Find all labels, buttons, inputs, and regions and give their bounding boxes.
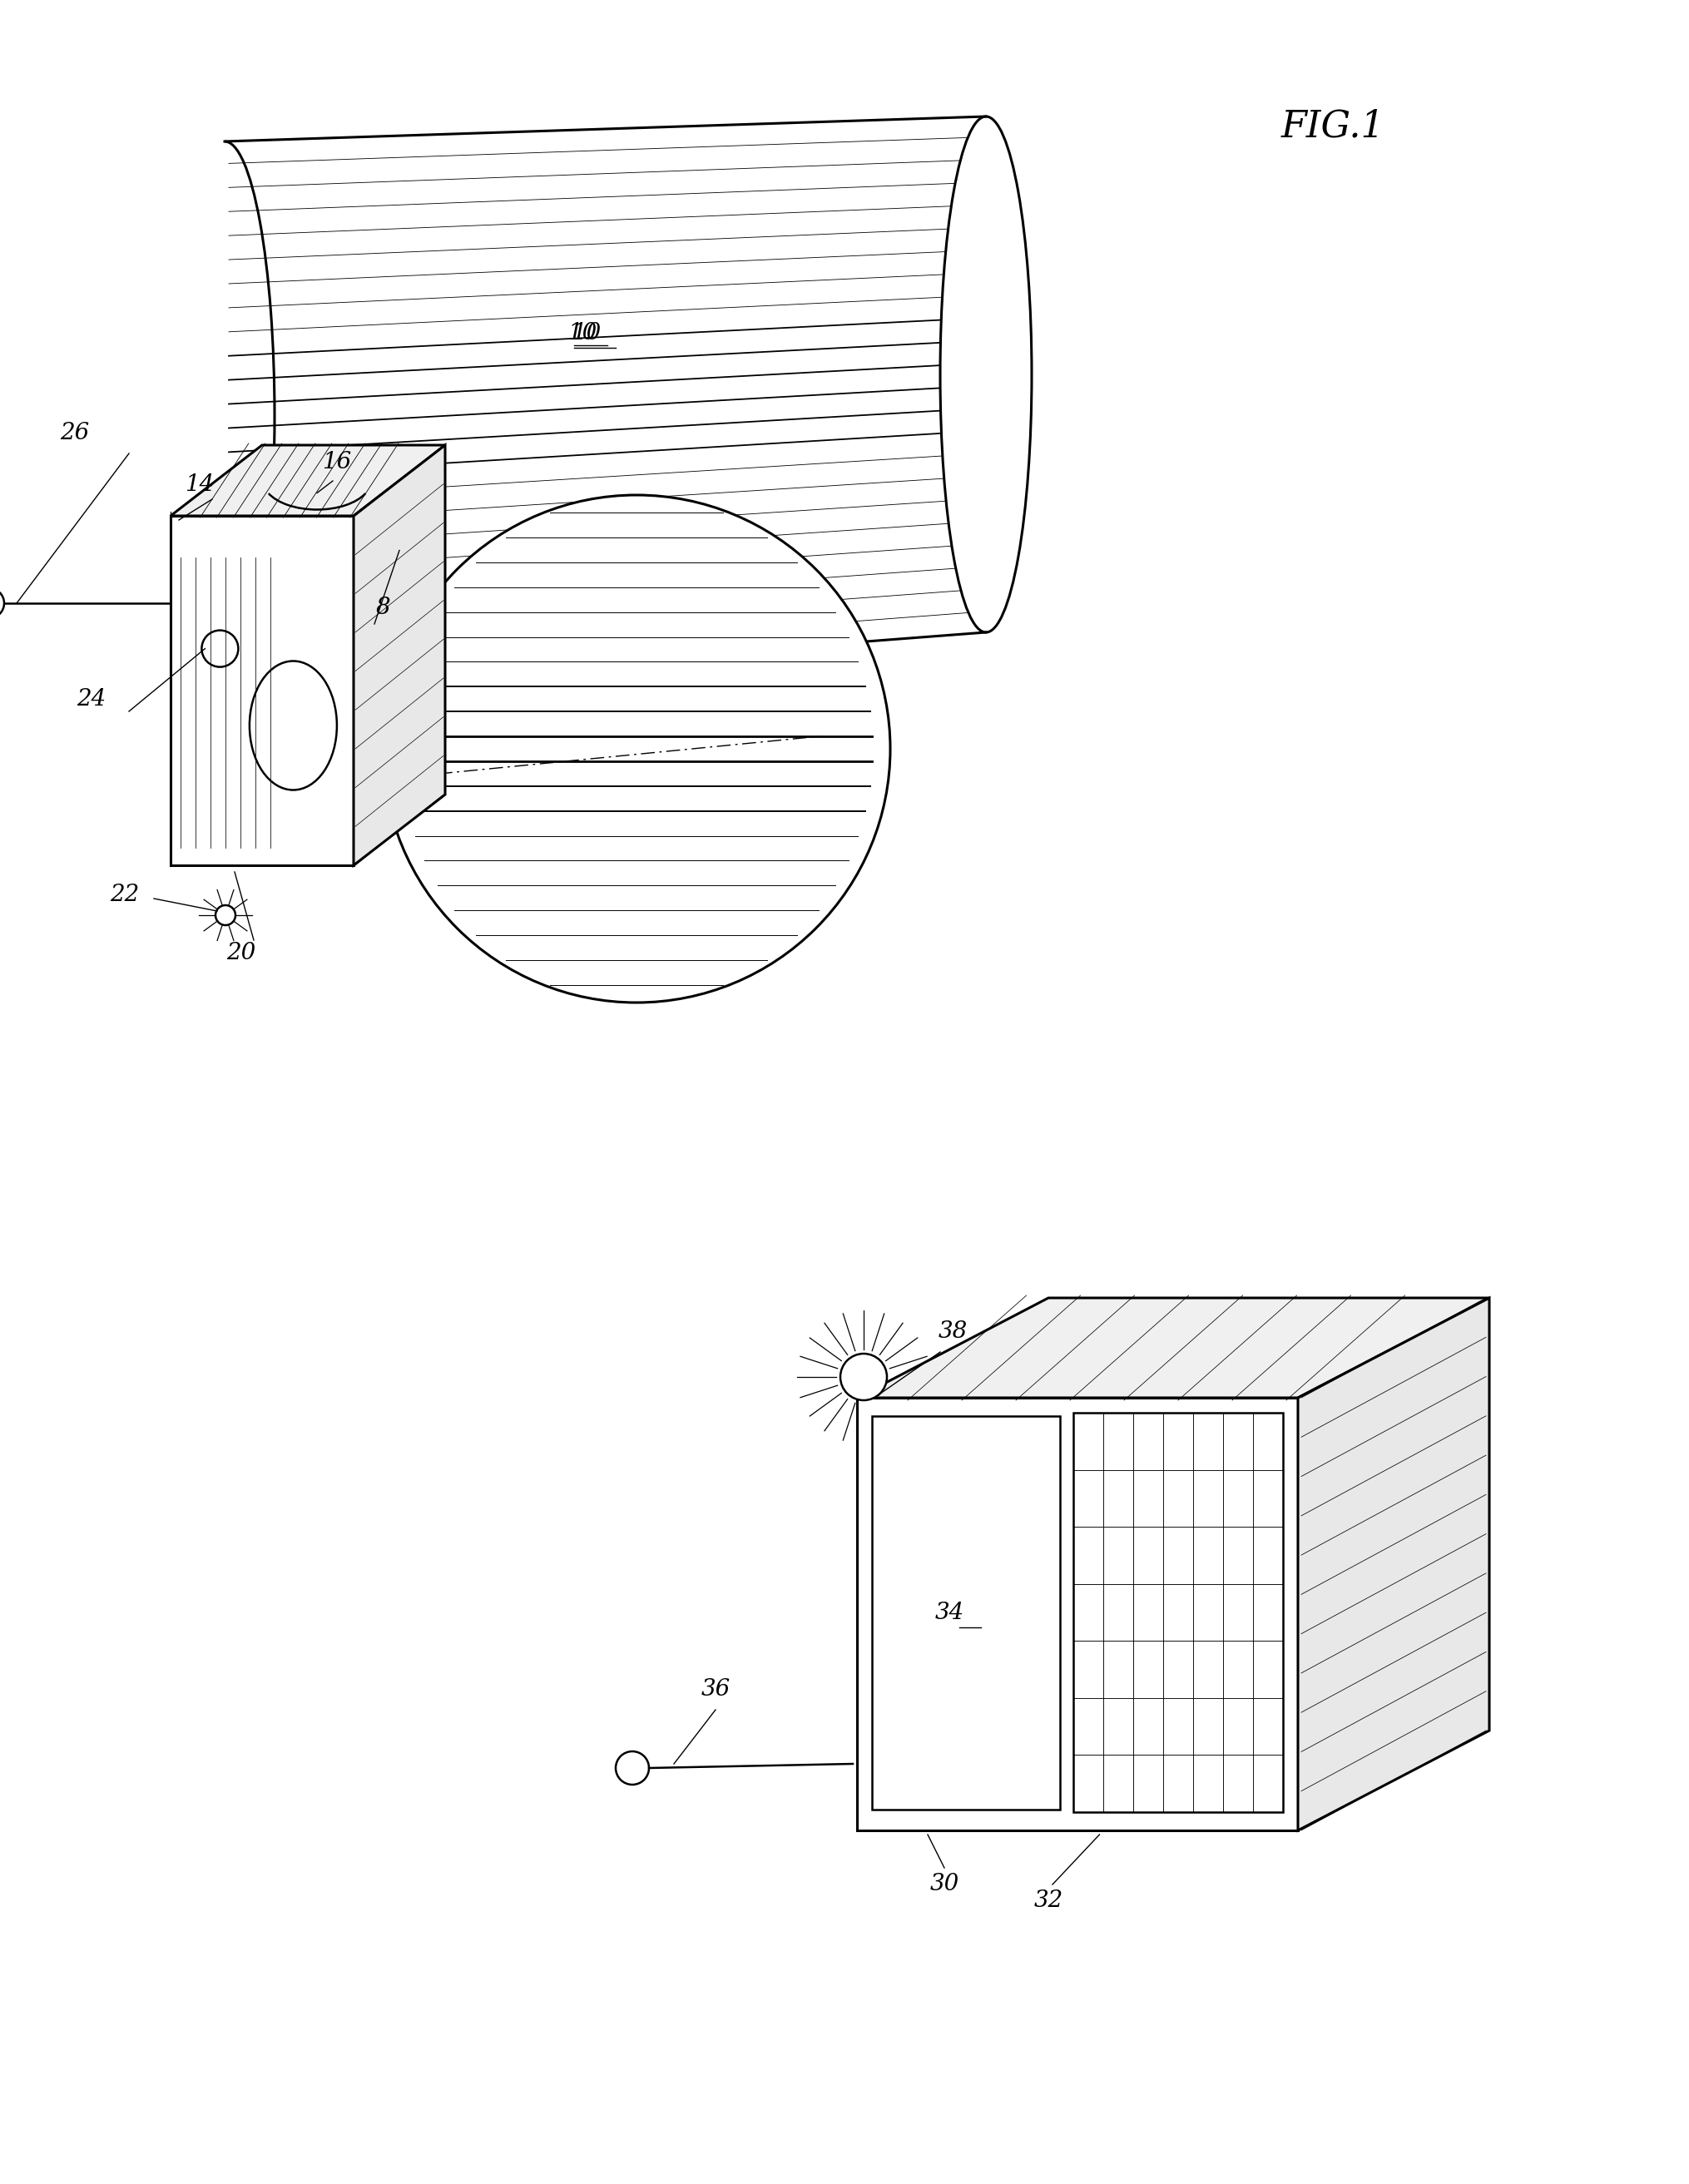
Text: 30: 30 (929, 1874, 959, 1896)
Text: 38: 38 (937, 1319, 966, 1343)
Polygon shape (353, 446, 444, 865)
Text: 26: 26 (61, 422, 90, 443)
Text: 24: 24 (76, 688, 106, 710)
Text: 36: 36 (701, 1677, 730, 1699)
Text: 8: 8 (375, 596, 390, 618)
Text: 34: 34 (934, 1601, 963, 1625)
Polygon shape (856, 1398, 1297, 1830)
Text: 20: 20 (226, 941, 255, 963)
Circle shape (216, 904, 235, 926)
Text: 16: 16 (323, 450, 351, 474)
Text: 10: 10 (571, 321, 601, 345)
Polygon shape (171, 515, 353, 865)
Polygon shape (1297, 1297, 1488, 1830)
Text: 22: 22 (110, 882, 140, 906)
Circle shape (839, 1354, 887, 1400)
Ellipse shape (382, 496, 890, 1002)
Text: FIG.1: FIG.1 (1280, 109, 1385, 144)
Text: 32: 32 (1034, 1889, 1062, 1913)
Ellipse shape (939, 116, 1032, 633)
Text: 10: 10 (568, 321, 596, 345)
Polygon shape (171, 446, 444, 515)
Polygon shape (856, 1297, 1488, 1398)
Text: 14: 14 (184, 474, 215, 496)
